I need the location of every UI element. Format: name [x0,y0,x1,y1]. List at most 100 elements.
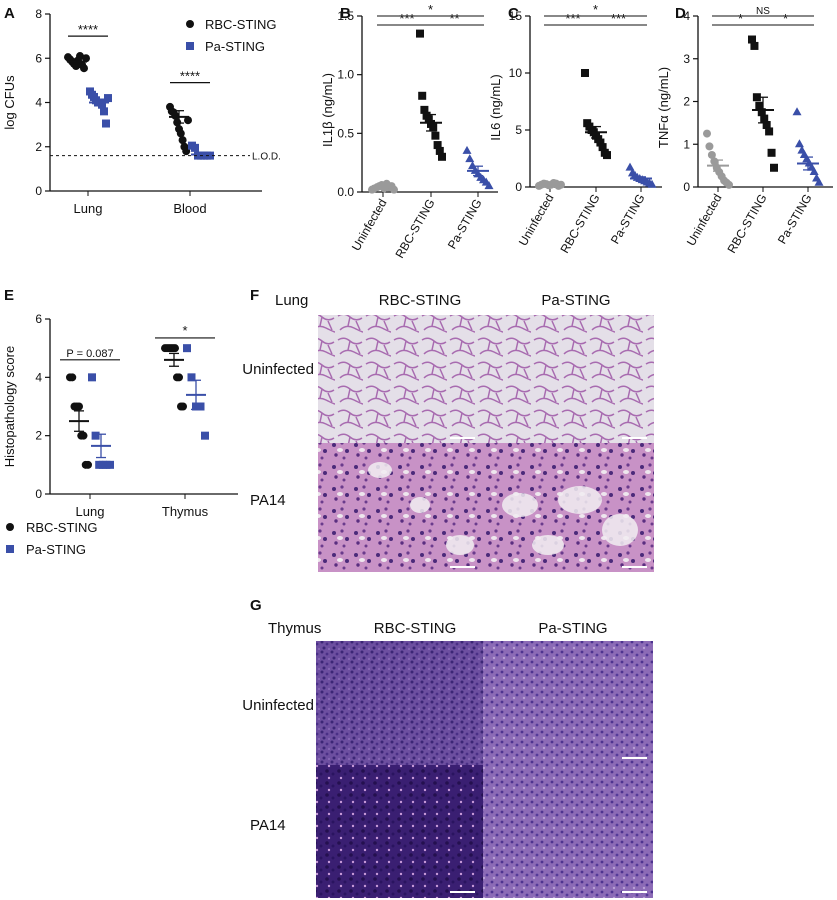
thymus-image-pa14-rbc [316,765,483,898]
e-xtick-label: Lung [76,504,105,519]
e-point [179,402,187,411]
b-point [435,146,444,155]
b-point [429,123,438,132]
d-point [710,157,719,166]
c-xtick-label: Pa-STING [608,192,648,247]
b-point [390,185,398,194]
panel-f-col-pa: Pa-STING [541,292,610,309]
d-point [757,108,766,117]
d-xtick-label: RBC-STING [724,192,769,256]
e-point [183,344,191,353]
d-point [752,93,761,102]
c-point [596,138,605,147]
a-legend-marker [186,20,194,28]
b-xtick-label: Uninfected [349,197,390,254]
chart-d-tnfa: 0 1 2 3 4 TNFα (ng/mL) Uninfected RBC-STING Pa-S… [656,6,833,256]
d-point [765,127,774,136]
panel-f-lung-histology: Lung RBC-STING Pa-STING Uninfected PA14 [242,292,654,572]
e-ytick-label: 4 [35,370,42,384]
d-point [750,41,759,50]
d-ytick-label: 1 [683,137,690,151]
d-ytick-label: 3 [683,52,690,66]
panel-f-col-rbc: RBC-STING [379,292,462,309]
d-sig-label: NS [756,6,770,17]
a-point [100,107,108,116]
panel-g-thymus-histology: Thymus RBC-STING Pa-STING Uninfected PA1… [242,620,653,898]
b-point [416,29,424,38]
d-sig-label: * [783,11,788,26]
c-xtick-label: RBC-STING [557,192,602,256]
e-point [88,373,96,382]
e-legend-label: Pa-STING [26,542,86,557]
e-point [187,373,196,382]
e-y-axis-title: Histopathology score [2,346,17,467]
e-point [106,460,114,469]
a-point [104,94,112,103]
c-ytick-label: 0 [515,180,522,194]
b-point [465,154,475,163]
b-point [462,145,472,154]
e-ytick-label: 0 [35,487,42,501]
e-point [196,402,205,411]
d-point [770,163,778,172]
chart-e-histopathology: 0 2 4 6 Histopathology score Lung Thymus P = 0.… [2,312,238,557]
a-legend-label: RBC-STING [205,17,277,32]
d-point [703,129,711,138]
c-sig-label: *** [611,11,626,26]
chart-c-il6: 0 5 10 15 IL6 (ng/mL) Uninfected RBC-STING Pa-S… [488,2,662,256]
a-y-axis-title: log CFUs [2,75,17,130]
e-legend-marker [6,545,14,553]
lung-alveoli-overlay [368,462,638,555]
e-ytick-label: 6 [35,312,42,326]
panel-g-col-rbc: RBC-STING [374,620,457,637]
d-sig-label: * [738,11,743,26]
panel-g-row-pa14: PA14 [250,817,286,834]
b-ytick-label: 1.0 [337,68,354,82]
c-point [603,151,611,160]
panel-g-row-uninfected: Uninfected [242,697,314,714]
d-point [760,114,769,123]
a-point [80,64,88,73]
b-point [431,131,440,140]
panel-label-e: E [4,287,14,304]
chart-a-cfus: 0 2 4 6 8 log CFUs Lung Blood L.O.D. **** **** RBC-… [2,7,281,216]
panel-label-b: B [340,5,351,22]
d-point [762,121,771,130]
e-ytick-label: 2 [35,429,42,443]
d-point [705,142,714,151]
b-xtick-label: RBC-STING [392,197,437,261]
b-point [433,141,442,150]
d-y-axis-title: TNFα (ng/mL) [656,67,671,148]
panel-label-c: C [508,5,519,22]
a-sig-label: **** [78,22,98,37]
a-point [206,151,214,160]
b-xtick-label: Pa-STING [445,197,485,252]
b-ytick-label: 1.5 [337,9,354,23]
a-ytick-label: 2 [35,140,42,154]
e-sig-label: * [182,323,187,338]
d-point [767,148,776,157]
d-point [755,101,764,110]
lung-image-uninfected-rbc [318,315,484,443]
d-ytick-label: 2 [683,95,690,109]
d-point [707,150,716,159]
b-point [438,152,446,161]
a-point [178,136,187,145]
b-ytick-label: 0.0 [337,185,354,199]
e-point [79,431,88,440]
panel-g-col-pa: Pa-STING [538,620,607,637]
c-y-axis-title: IL6 (ng/mL) [488,74,503,140]
a-ytick-label: 0 [35,184,42,198]
a-ytick-label: 6 [35,51,42,65]
panel-g-tissue-label: Thymus [268,620,321,637]
b-point [418,91,427,100]
panel-label-f: F [250,287,259,304]
d-point [725,180,733,189]
c-point [625,162,635,171]
d-point [814,177,824,186]
a-ytick-label: 4 [35,96,42,110]
d-point [748,35,756,44]
c-point [647,179,657,188]
panel-label-g: G [250,597,262,614]
